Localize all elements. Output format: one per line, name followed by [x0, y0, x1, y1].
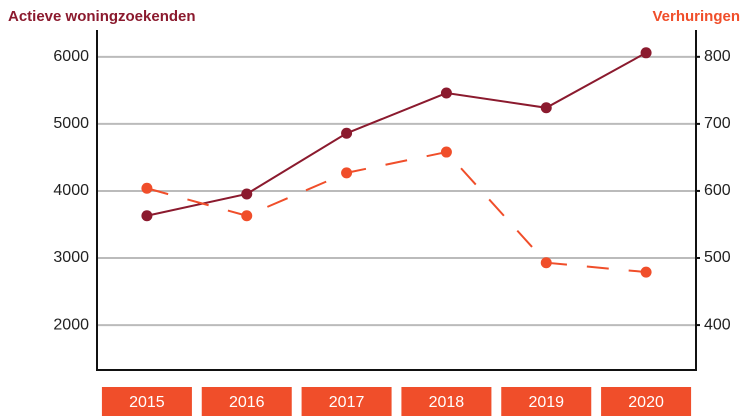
y-tick-label: 2000: [53, 316, 89, 333]
data-point: [341, 167, 353, 179]
y2-tick-label: 700: [704, 115, 731, 132]
x-tick-label: 2020: [628, 394, 664, 411]
data-point: [640, 47, 652, 59]
x-tick-label: 2017: [329, 394, 365, 411]
category-box: [301, 387, 392, 416]
x-tick-label: 2015: [129, 394, 165, 411]
data-point: [540, 102, 552, 114]
y-tick-label: 5000: [53, 115, 89, 132]
y-tick-label: 3000: [53, 249, 89, 266]
data-point: [341, 127, 353, 139]
x-tick-label: 2016: [229, 394, 265, 411]
data-point: [440, 87, 452, 99]
y2-tick-label: 800: [704, 48, 731, 65]
data-point: [241, 188, 253, 200]
data-point: [440, 146, 452, 158]
y-tick-label: 4000: [53, 182, 89, 199]
plot-frame: [96, 30, 697, 371]
x-tick-label: 2018: [429, 394, 465, 411]
category-box: [601, 387, 692, 416]
data-point: [141, 182, 153, 194]
series-line: [146, 150, 647, 274]
category-box: [501, 387, 592, 416]
data-point: [241, 210, 253, 222]
y2-axis-title: Verhuringen: [652, 8, 740, 25]
y2-tick-label: 500: [704, 249, 731, 266]
y-axis-title: Actieve woningzoekenden: [8, 8, 196, 25]
category-box: [401, 387, 492, 416]
category-box: [101, 387, 192, 416]
series-line: [146, 51, 647, 217]
y2-tick-label: 400: [704, 316, 731, 333]
x-tick-label: 2019: [528, 394, 564, 411]
data-point: [640, 266, 652, 278]
y2-tick-label: 600: [704, 182, 731, 199]
data-point: [540, 257, 552, 269]
category-box: [201, 387, 292, 416]
y-tick-label: 6000: [53, 48, 89, 65]
data-point: [141, 210, 153, 222]
